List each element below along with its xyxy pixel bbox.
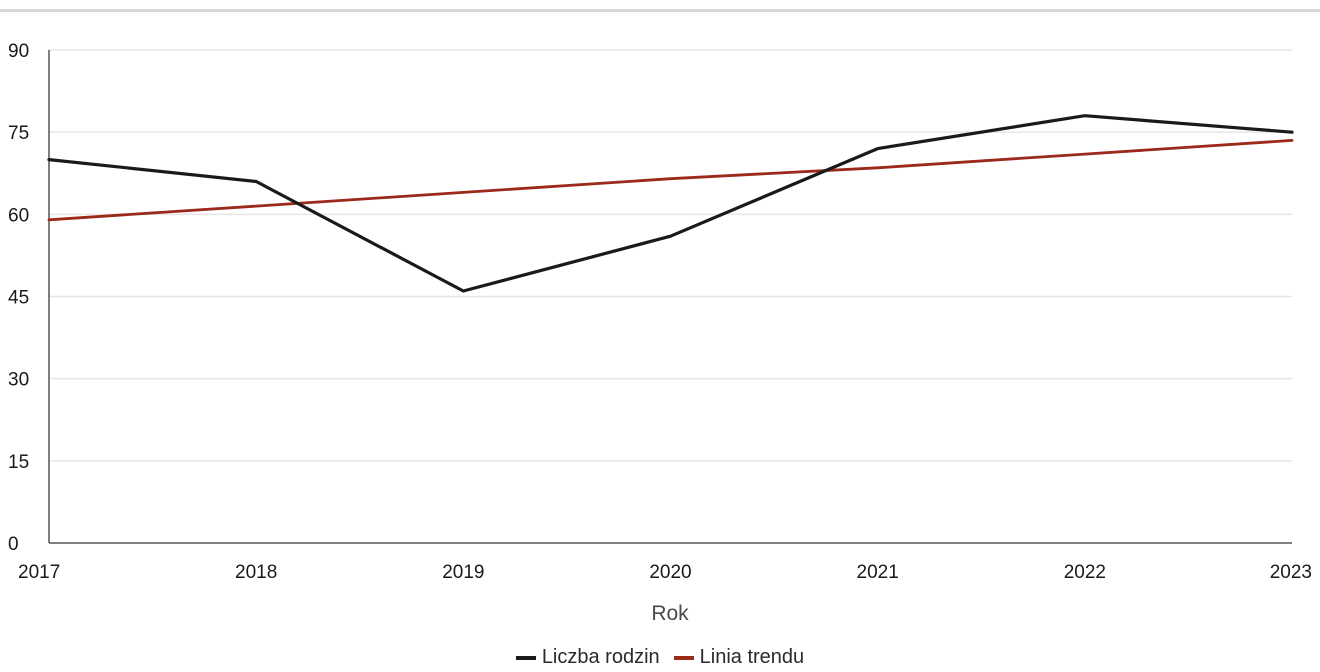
- y-axis-ticks: 0 15 30 45 60 75 90: [8, 41, 29, 555]
- x-axis-title: Rok: [651, 602, 689, 625]
- x-tick-label: 2023: [1270, 562, 1312, 583]
- x-tick-label: 2017: [18, 562, 60, 583]
- y-tick-label: 75: [8, 123, 29, 144]
- legend-item: Liczba rodzin: [515, 646, 660, 669]
- legend: Liczba rodzin Linia trendu: [0, 646, 1320, 669]
- x-axis-ticks: 2017 2018 2019 2020 2021 2022 2023: [18, 562, 1312, 583]
- y-tick-label: 30: [8, 370, 29, 391]
- series-line-linia-trendu: [47, 138, 1294, 222]
- y-tick-label: 45: [8, 288, 29, 309]
- series: [47, 114, 1294, 293]
- y-tick-label: 0: [8, 534, 19, 555]
- top-divider: [0, 9, 1320, 12]
- legend-label: Liczba rodzin: [541, 646, 660, 668]
- gridlines: [49, 49, 1292, 462]
- legend-swatch: [673, 655, 694, 660]
- legend-swatch: [515, 655, 536, 660]
- axes: [48, 50, 1292, 544]
- series-line-liczba-rodzin: [47, 114, 1294, 293]
- y-tick-label: 90: [8, 41, 29, 62]
- y-tick-label: 60: [8, 205, 29, 226]
- x-tick-label: 2021: [857, 562, 899, 583]
- x-tick-label: 2019: [442, 562, 484, 583]
- legend-item: Linia trendu: [673, 646, 805, 669]
- legend-label: Linia trendu: [699, 646, 805, 668]
- x-tick-label: 2018: [235, 562, 277, 583]
- y-tick-label: 15: [8, 452, 29, 473]
- x-tick-label: 2022: [1064, 562, 1106, 583]
- x-tick-label: 2020: [649, 562, 691, 583]
